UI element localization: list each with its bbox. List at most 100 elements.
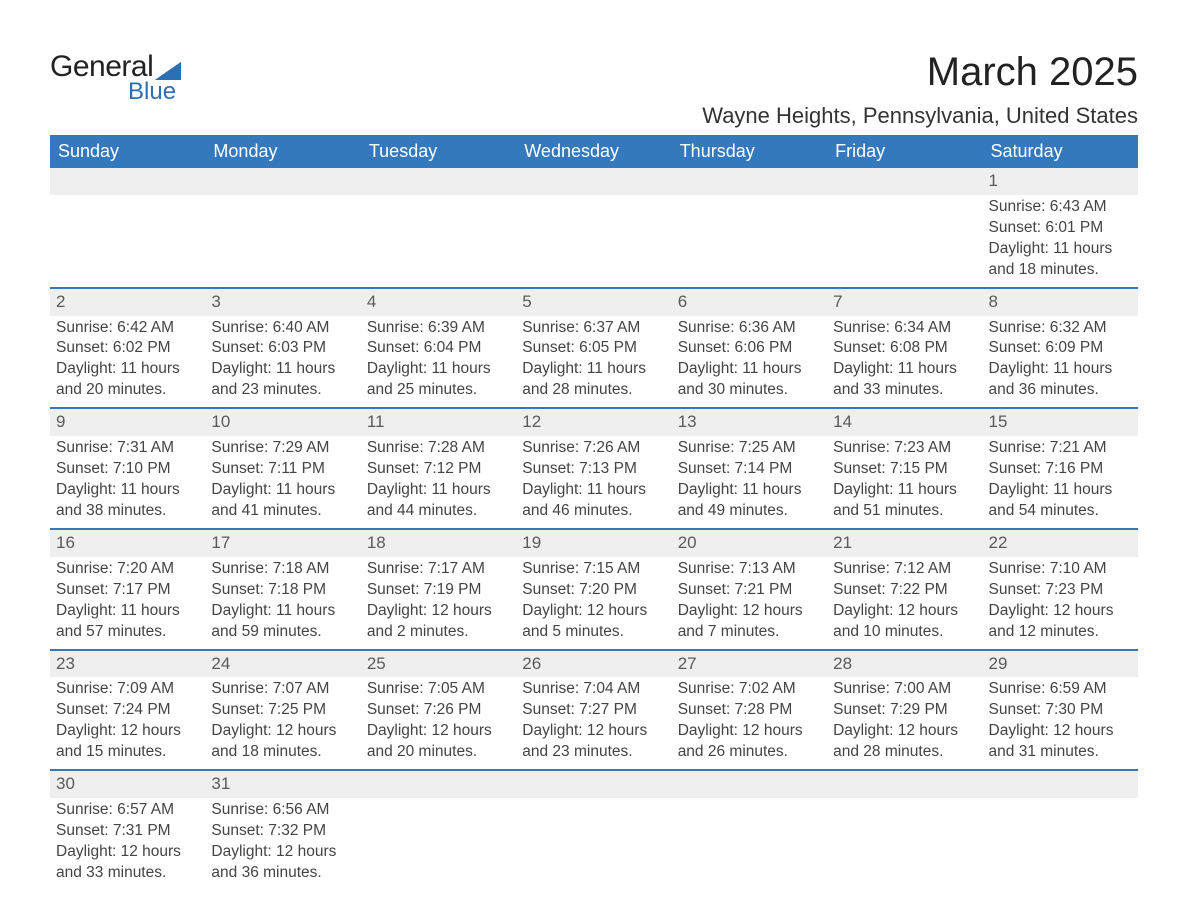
daylight-text: Daylight: 12 hours	[833, 721, 976, 742]
calendar-day-cell: 11Sunrise: 7:28 AMSunset: 7:12 PMDayligh…	[361, 408, 516, 529]
sunrise-text: Sunrise: 6:34 AM	[833, 318, 976, 339]
daylight-text: Daylight: 12 hours	[989, 721, 1132, 742]
calendar-week-row: 30Sunrise: 6:57 AMSunset: 7:31 PMDayligh…	[50, 770, 1138, 890]
daylight-text: Daylight: 12 hours	[367, 601, 510, 622]
calendar-empty-cell	[827, 770, 982, 890]
calendar-day-cell: 12Sunrise: 7:26 AMSunset: 7:13 PMDayligh…	[516, 408, 671, 529]
sunset-text: Sunset: 6:06 PM	[678, 338, 821, 359]
sunrise-text: Sunrise: 7:12 AM	[833, 559, 976, 580]
day-number: 20	[672, 530, 827, 557]
day-detail: Sunrise: 6:40 AMSunset: 6:03 PMDaylight:…	[205, 316, 360, 408]
daylight-text: and 28 minutes.	[833, 742, 976, 763]
calendar-day-cell: 30Sunrise: 6:57 AMSunset: 7:31 PMDayligh…	[50, 770, 205, 890]
calendar-day-cell: 4Sunrise: 6:39 AMSunset: 6:04 PMDaylight…	[361, 288, 516, 409]
calendar-day-cell: 8Sunrise: 6:32 AMSunset: 6:09 PMDaylight…	[983, 288, 1138, 409]
calendar-empty-cell	[672, 168, 827, 288]
sunrise-text: Sunrise: 7:20 AM	[56, 559, 199, 580]
calendar-empty-cell	[516, 168, 671, 288]
daylight-text: Daylight: 12 hours	[678, 601, 821, 622]
header: General Blue March 2025 Wayne Heights, P…	[50, 50, 1138, 129]
day-number: 19	[516, 530, 671, 557]
calendar-week-row: 23Sunrise: 7:09 AMSunset: 7:24 PMDayligh…	[50, 650, 1138, 771]
sunset-text: Sunset: 6:04 PM	[367, 338, 510, 359]
calendar-empty-cell	[672, 770, 827, 890]
day-number: 1	[983, 168, 1138, 195]
day-detail: Sunrise: 7:02 AMSunset: 7:28 PMDaylight:…	[672, 677, 827, 769]
sunset-text: Sunset: 7:28 PM	[678, 700, 821, 721]
day-number: 9	[50, 409, 205, 436]
calendar-empty-cell	[983, 770, 1138, 890]
daylight-text: and 20 minutes.	[367, 742, 510, 763]
calendar-day-cell: 15Sunrise: 7:21 AMSunset: 7:16 PMDayligh…	[983, 408, 1138, 529]
daylight-text: Daylight: 11 hours	[989, 239, 1132, 260]
weekday-header: Thursday	[672, 135, 827, 168]
sunrise-text: Sunrise: 7:31 AM	[56, 438, 199, 459]
day-number: 4	[361, 289, 516, 316]
month-title: March 2025	[702, 50, 1138, 95]
daylight-text: Daylight: 12 hours	[367, 721, 510, 742]
sunrise-text: Sunrise: 7:07 AM	[211, 679, 354, 700]
day-number: 12	[516, 409, 671, 436]
sunset-text: Sunset: 7:11 PM	[211, 459, 354, 480]
daylight-text: and 49 minutes.	[678, 501, 821, 522]
sunrise-text: Sunrise: 6:59 AM	[989, 679, 1132, 700]
day-number: 24	[205, 651, 360, 678]
day-number: 26	[516, 651, 671, 678]
sunrise-text: Sunrise: 7:05 AM	[367, 679, 510, 700]
calendar-week-row: 16Sunrise: 7:20 AMSunset: 7:17 PMDayligh…	[50, 529, 1138, 650]
weekday-header: Tuesday	[361, 135, 516, 168]
calendar-week-row: 1Sunrise: 6:43 AMSunset: 6:01 PMDaylight…	[50, 168, 1138, 288]
sunset-text: Sunset: 7:21 PM	[678, 580, 821, 601]
daylight-text: and 36 minutes.	[989, 380, 1132, 401]
sunrise-text: Sunrise: 7:18 AM	[211, 559, 354, 580]
day-number: 14	[827, 409, 982, 436]
day-number: 30	[50, 771, 205, 798]
daylight-text: and 51 minutes.	[833, 501, 976, 522]
calendar-day-cell: 6Sunrise: 6:36 AMSunset: 6:06 PMDaylight…	[672, 288, 827, 409]
sunrise-text: Sunrise: 6:57 AM	[56, 800, 199, 821]
sunset-text: Sunset: 7:29 PM	[833, 700, 976, 721]
daylight-text: and 59 minutes.	[211, 622, 354, 643]
calendar-day-cell: 22Sunrise: 7:10 AMSunset: 7:23 PMDayligh…	[983, 529, 1138, 650]
calendar-week-row: 2Sunrise: 6:42 AMSunset: 6:02 PMDaylight…	[50, 288, 1138, 409]
day-number: 2	[50, 289, 205, 316]
day-number: 29	[983, 651, 1138, 678]
day-number-empty	[361, 168, 516, 195]
sunrise-text: Sunrise: 6:42 AM	[56, 318, 199, 339]
calendar-day-cell: 28Sunrise: 7:00 AMSunset: 7:29 PMDayligh…	[827, 650, 982, 771]
sunrise-text: Sunrise: 6:43 AM	[989, 197, 1132, 218]
day-detail: Sunrise: 7:23 AMSunset: 7:15 PMDaylight:…	[827, 436, 982, 528]
day-number-empty	[50, 168, 205, 195]
title-block: March 2025 Wayne Heights, Pennsylvania, …	[702, 50, 1138, 129]
sunset-text: Sunset: 7:31 PM	[56, 821, 199, 842]
day-detail: Sunrise: 7:31 AMSunset: 7:10 PMDaylight:…	[50, 436, 205, 528]
daylight-text: and 23 minutes.	[211, 380, 354, 401]
daylight-text: and 23 minutes.	[522, 742, 665, 763]
daylight-text: Daylight: 11 hours	[678, 480, 821, 501]
day-number: 7	[827, 289, 982, 316]
sunset-text: Sunset: 6:05 PM	[522, 338, 665, 359]
daylight-text: and 5 minutes.	[522, 622, 665, 643]
day-number-empty	[827, 168, 982, 195]
day-number: 17	[205, 530, 360, 557]
daylight-text: Daylight: 11 hours	[56, 359, 199, 380]
day-number-empty	[205, 168, 360, 195]
daylight-text: Daylight: 12 hours	[211, 842, 354, 863]
sunrise-text: Sunrise: 7:25 AM	[678, 438, 821, 459]
daylight-text: Daylight: 12 hours	[833, 601, 976, 622]
day-number: 28	[827, 651, 982, 678]
sunrise-text: Sunrise: 7:00 AM	[833, 679, 976, 700]
calendar-day-cell: 31Sunrise: 6:56 AMSunset: 7:32 PMDayligh…	[205, 770, 360, 890]
sunrise-text: Sunrise: 6:37 AM	[522, 318, 665, 339]
sunset-text: Sunset: 7:25 PM	[211, 700, 354, 721]
sunset-text: Sunset: 6:02 PM	[56, 338, 199, 359]
daylight-text: Daylight: 11 hours	[211, 601, 354, 622]
daylight-text: and 44 minutes.	[367, 501, 510, 522]
calendar-empty-cell	[205, 168, 360, 288]
daylight-text: and 31 minutes.	[989, 742, 1132, 763]
daylight-text: Daylight: 12 hours	[56, 842, 199, 863]
day-number-empty	[983, 771, 1138, 798]
day-detail: Sunrise: 6:39 AMSunset: 6:04 PMDaylight:…	[361, 316, 516, 408]
sunrise-text: Sunrise: 7:02 AM	[678, 679, 821, 700]
daylight-text: and 36 minutes.	[211, 863, 354, 884]
